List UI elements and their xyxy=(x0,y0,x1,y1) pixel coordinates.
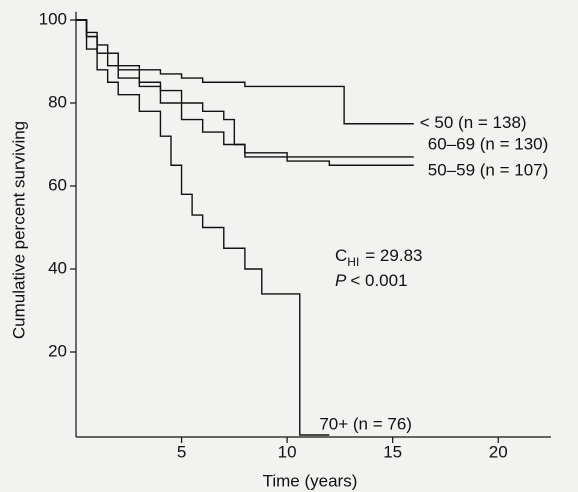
stat-symbol: C xyxy=(335,246,347,265)
stat-value: = 29.83 xyxy=(365,246,422,265)
series-label: < 50 (n = 138) xyxy=(420,113,527,132)
y-tick-label: 100 xyxy=(39,9,67,28)
series-label: 70+ (n = 76) xyxy=(319,414,412,433)
x-tick-label: 20 xyxy=(489,442,508,461)
p-symbol: P xyxy=(335,271,347,290)
p-annotation: P < 0.001 xyxy=(335,271,408,290)
survival-curve xyxy=(76,19,414,166)
x-tick-label: 15 xyxy=(383,442,402,461)
survival-curve xyxy=(76,19,414,125)
stat-subscript: HI xyxy=(347,255,359,269)
survival-curve xyxy=(76,19,330,436)
x-tick-label: 5 xyxy=(177,442,186,461)
p-value: < 0.001 xyxy=(350,271,407,290)
y-tick-label: 80 xyxy=(48,92,67,111)
y-tick-label: 20 xyxy=(48,341,67,360)
y-axis-label: Cumulative percent surviving xyxy=(9,121,28,339)
series-label: 50–59 (n = 107) xyxy=(428,161,549,180)
survival-curve xyxy=(76,19,414,158)
y-tick-label: 60 xyxy=(48,175,67,194)
series-label: 60–69 (n = 130) xyxy=(428,134,549,153)
y-tick-label: 40 xyxy=(48,258,67,277)
x-axis-label: Time (years) xyxy=(263,471,358,490)
stat-annotation: CHI = 29.83 xyxy=(335,246,422,269)
x-tick-label: 10 xyxy=(278,442,297,461)
